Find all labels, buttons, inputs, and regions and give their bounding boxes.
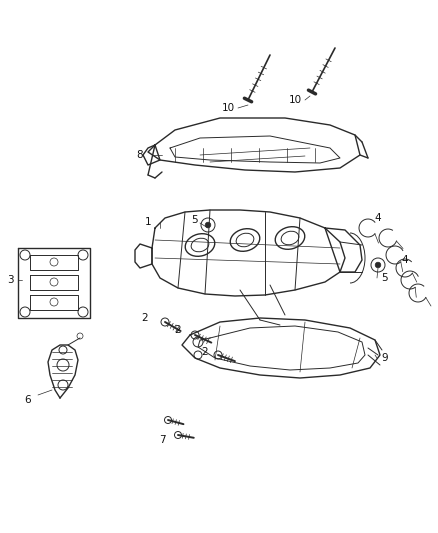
- Text: 9: 9: [381, 353, 389, 363]
- Text: 2: 2: [201, 347, 208, 357]
- Circle shape: [205, 222, 211, 228]
- Circle shape: [375, 262, 381, 268]
- Text: 5: 5: [192, 215, 198, 225]
- Text: 4: 4: [374, 213, 381, 223]
- Text: 6: 6: [25, 395, 31, 405]
- Text: 8: 8: [137, 150, 143, 160]
- Text: 10: 10: [289, 95, 301, 105]
- Text: 1: 1: [145, 217, 151, 227]
- Text: 5: 5: [381, 273, 389, 283]
- Text: 2: 2: [141, 313, 148, 323]
- Text: 10: 10: [222, 103, 235, 113]
- Text: 7: 7: [159, 435, 165, 445]
- Text: 4: 4: [402, 255, 408, 265]
- Text: 2: 2: [175, 325, 181, 335]
- Text: 3: 3: [7, 275, 13, 285]
